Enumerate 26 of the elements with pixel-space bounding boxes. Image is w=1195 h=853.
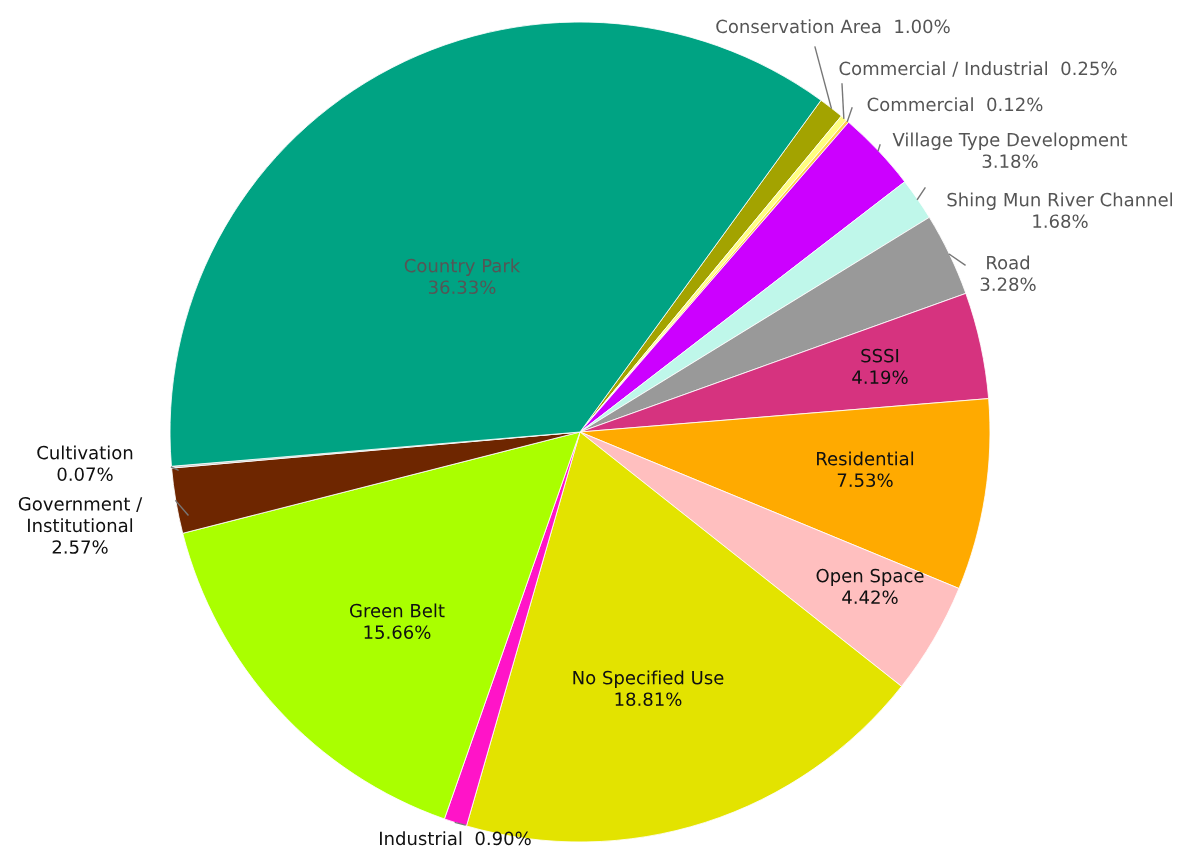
data-label: 36.33%	[428, 280, 496, 295]
slice-label: Shing Mun River Channel	[947, 192, 1173, 210]
slice-label: SSSI	[861, 348, 899, 363]
slice-label: Industrial 0.90%	[380, 831, 531, 846]
data-label: 3.28%	[980, 277, 1036, 292]
slice-label: Government / Institutional	[18, 496, 143, 533]
slice-label: Country Park	[404, 258, 521, 276]
slice-label: Residential	[817, 451, 914, 466]
slice-label: No Specified Use	[573, 670, 724, 688]
data-label: 15.66%	[364, 625, 431, 640]
slice-label: Conservation Area 1.00%	[716, 19, 950, 34]
data-label: 2.57%	[52, 540, 108, 554]
data-label: 18.81%	[615, 692, 682, 707]
data-label: 4.19%	[852, 370, 908, 385]
slice-label: Cultivation	[37, 445, 133, 460]
data-label: 1.68%	[1033, 214, 1088, 229]
slice-label: Open Space	[816, 568, 924, 586]
data-label: 4.42%	[842, 590, 898, 605]
slice-label: Commercial / Industrial 0.25%	[839, 61, 1117, 77]
data-label: 0.07%	[57, 467, 113, 482]
slice-label: Commercial 0.12%	[867, 97, 1043, 112]
slice-label: Green Belt	[350, 603, 445, 618]
data-label: 7.53%	[837, 473, 893, 488]
slice-label: Village Type Development	[892, 132, 1128, 150]
data-label: 3.18%	[982, 154, 1038, 169]
slice-label: Road	[987, 255, 1030, 270]
